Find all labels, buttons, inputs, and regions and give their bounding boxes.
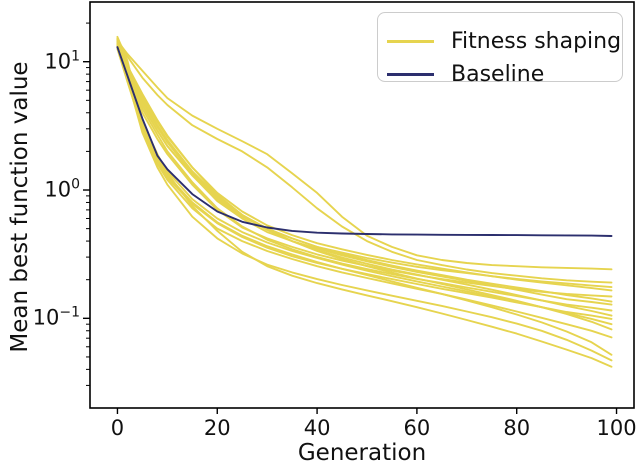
plot-frame (89, 1, 635, 409)
x-tick-label: 60 (403, 416, 431, 440)
series-baseline-line (116, 46, 613, 237)
legend-item-fitness-shaping: Fitness shaping (378, 25, 622, 58)
x-tick-label: 100 (596, 416, 637, 440)
y-tick-label: 100 (44, 176, 80, 202)
series-fitness-shaping-line (116, 41, 613, 317)
x-axis-label: Generation (297, 440, 427, 466)
legend-item-baseline: Baseline (378, 58, 622, 91)
baseline-line-sample-icon (387, 73, 434, 76)
series-fitness-shaping-line (116, 38, 613, 331)
x-tick-label: 0 (110, 416, 125, 440)
series-fitness-shaping-line (116, 42, 613, 303)
series-fitness-shaping-line (116, 46, 613, 362)
series-fitness-shaping-line (116, 37, 613, 306)
x-tick-label: 40 (303, 416, 331, 440)
x-tick-label: 80 (503, 416, 531, 440)
legend-label-baseline: Baseline (451, 62, 545, 87)
series-fitness-shaping-line (116, 40, 613, 356)
series-fitness-shaping-line (116, 38, 613, 284)
y-axis-label: Mean best function value (7, 61, 33, 353)
fitness-shaping-line-sample-icon (387, 40, 434, 43)
legend-label-fitness-shaping: Fitness shaping (451, 29, 622, 54)
series-fitness-shaping-line (116, 46, 613, 339)
series-fitness-shaping-line (116, 40, 613, 271)
legend: Fitness shaping Baseline (377, 12, 623, 87)
x-tick-label: 20 (203, 416, 231, 440)
series-fitness-shaping-line (116, 35, 613, 368)
series-fitness-shaping-line (116, 47, 613, 298)
y-tick-label: 101 (44, 47, 80, 73)
y-tick-label: 10−1 (32, 304, 80, 330)
